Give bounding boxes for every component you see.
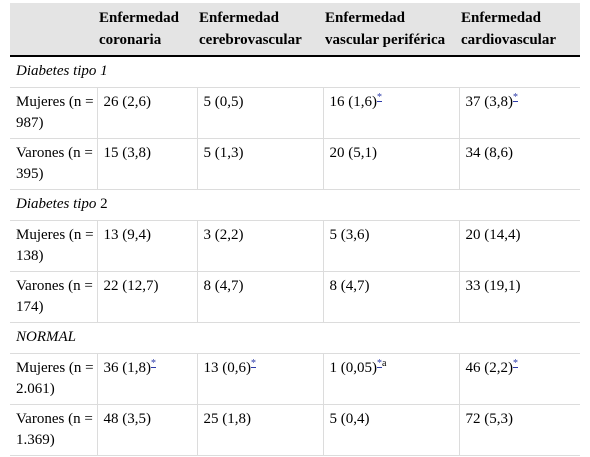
cell-value: 13 (0,6): [203, 360, 252, 376]
table-cell: 34 (8,6): [459, 138, 580, 190]
cell-value: 8 (4,7): [203, 278, 244, 294]
table-cell: 25 (1,8): [197, 404, 324, 456]
cell-value: 25 (1,8): [203, 411, 252, 427]
footnote-link[interactable]: *: [377, 92, 382, 103]
table-cell: 20 (14,4): [459, 220, 580, 272]
header-cell-coronaria: Enfermedad coronaria: [97, 3, 197, 57]
table-cell: 15 (3,8): [97, 138, 198, 190]
group-title: Diabetes tipo 2: [10, 189, 580, 221]
row-label: Varones (n = 1.369): [10, 404, 98, 456]
cell-value: 5 (1,3): [203, 145, 244, 161]
cell-value: 16 (1,6): [329, 94, 378, 110]
table-row: Mujeres (n = 987) 26 (2,6) 5 (0,5) 16 (1,6)…: [10, 87, 580, 139]
data-table: Enfermedad coronaria Enfermedad cerebrov…: [10, 3, 580, 456]
footnote-marker: *: [151, 358, 156, 369]
footnote-letter: a: [382, 358, 387, 369]
table-cell: 13 (9,4): [97, 220, 198, 272]
cell-value: 3 (2,2): [203, 227, 244, 243]
footnote-link[interactable]: *: [513, 92, 518, 103]
cell-value: 5 (0,5): [203, 94, 244, 110]
cell-value: 20 (14,4): [465, 227, 521, 243]
cell-value: 72 (5,3): [465, 411, 514, 427]
row-label: Varones (n = 395): [10, 138, 98, 190]
footnote-marker: *: [513, 358, 518, 369]
table-cell: 1 (0,05)*a: [323, 353, 460, 405]
table-row: Mujeres (n = 2.061) 36 (1,8)* 13 (0,6)* 1 (…: [10, 353, 580, 405]
cell-value: 15 (3,8): [103, 145, 152, 161]
cell-value: 22 (12,7): [103, 278, 159, 294]
table-cell: 5 (3,6): [323, 220, 460, 272]
table-row: Varones (n = 1.369) 48 (3,5) 25 (1,8) 5 (0,…: [10, 404, 580, 456]
group-title-italic: NORMAL: [16, 329, 76, 345]
group-title: NORMAL: [10, 322, 580, 354]
header-cell-empty: [10, 3, 97, 57]
cell-value: 37 (3,8): [465, 94, 514, 110]
cell-value: 26 (2,6): [103, 94, 152, 110]
row-label: Mujeres (n = 987): [10, 87, 98, 139]
row-label: Mujeres (n = 2.061): [10, 353, 98, 405]
table-row: Mujeres (n = 138) 13 (9,4) 3 (2,2) 5 (3,6) 2…: [10, 220, 580, 272]
table-cell: 33 (19,1): [459, 271, 580, 323]
cell-value: 20 (5,1): [329, 145, 378, 161]
table-cell: 46 (2,2)*: [459, 353, 580, 405]
cell-value: 36 (1,8): [103, 360, 152, 376]
footnote-marker: *: [377, 92, 382, 103]
footnote-link[interactable]: *: [151, 358, 156, 369]
table-cell: 5 (1,3): [197, 138, 324, 190]
cell-value: 8 (4,7): [329, 278, 370, 294]
table-cell: 5 (0,5): [197, 87, 324, 139]
table-cell: 36 (1,8)*: [97, 353, 198, 405]
table-cell: 37 (3,8)*: [459, 87, 580, 139]
header-cell-cardiovascular: Enfermedad cardiovascular: [459, 3, 580, 57]
group-title-italic: Diabetes tipo: [16, 196, 97, 212]
group-row: NORMAL: [10, 322, 580, 354]
footnote-marker: *: [251, 358, 256, 369]
cell-value: 33 (19,1): [465, 278, 521, 294]
table-cell: 13 (0,6)*: [197, 353, 324, 405]
group-row: Diabetes tipo 2: [10, 189, 580, 221]
table-cell: 3 (2,2): [197, 220, 324, 272]
group-row: Diabetes tipo 1: [10, 56, 580, 88]
footnote-marker: *: [513, 92, 518, 103]
table-cell: 16 (1,6)*: [323, 87, 460, 139]
header-cell-vascular-periferica: Enfermedad vascular periférica: [323, 3, 459, 57]
table-cell: 72 (5,3): [459, 404, 580, 456]
footnote-marker: *a: [377, 358, 386, 369]
table-row: Varones (n = 174) 22 (12,7) 8 (4,7) 8 (4,7)…: [10, 271, 580, 323]
cell-value: 34 (8,6): [465, 145, 514, 161]
table-header: Enfermedad coronaria Enfermedad cerebrov…: [10, 3, 580, 57]
table-cell: 26 (2,6): [97, 87, 198, 139]
table-cell: 48 (3,5): [97, 404, 198, 456]
cell-value: 5 (3,6): [329, 227, 370, 243]
header-cell-cerebrovascular: Enfermedad cerebrovascular: [197, 3, 323, 57]
footnote-link[interactable]: *: [377, 358, 382, 369]
table-cell: 8 (4,7): [197, 271, 324, 323]
row-label: Mujeres (n = 138): [10, 220, 98, 272]
table-cell: 20 (5,1): [323, 138, 460, 190]
footnote-link[interactable]: *: [251, 358, 256, 369]
cell-value: 5 (0,4): [329, 411, 370, 427]
group-title: Diabetes tipo 1: [10, 56, 580, 88]
table-cell: 8 (4,7): [323, 271, 460, 323]
cell-value: 46 (2,2): [465, 360, 514, 376]
table-cell: 22 (12,7): [97, 271, 198, 323]
cell-value: 1 (0,05): [329, 360, 378, 376]
cell-value: 13 (9,4): [103, 227, 152, 243]
row-label: Varones (n = 174): [10, 271, 98, 323]
header-row: Enfermedad coronaria Enfermedad cerebrov…: [10, 3, 580, 57]
table-cell: 5 (0,4): [323, 404, 460, 456]
table-body: Diabetes tipo 1 Mujeres (n = 987) 26 (2,6)…: [10, 56, 580, 456]
group-title-italic: Diabetes tipo 1: [16, 63, 108, 79]
footnote-link[interactable]: *: [513, 358, 518, 369]
group-title-plain: 2: [96, 196, 108, 212]
cell-value: 48 (3,5): [103, 411, 152, 427]
table-row: Varones (n = 395) 15 (3,8) 5 (1,3) 20 (5,1)…: [10, 138, 580, 190]
